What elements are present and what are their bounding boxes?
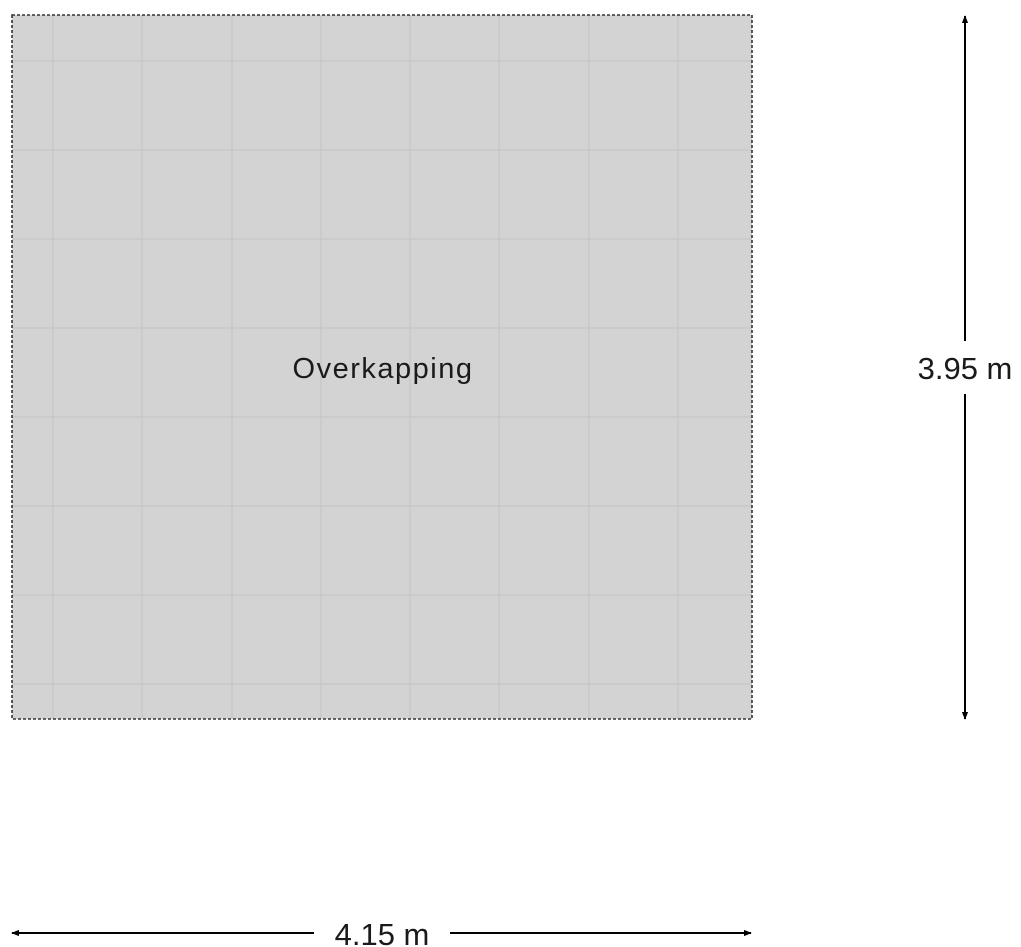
room-overkapping: Overkapping bbox=[11, 14, 753, 720]
width-dimension: 4.15 m bbox=[11, 917, 752, 947]
tile-grid bbox=[12, 15, 752, 719]
room-label: Overkapping bbox=[293, 353, 474, 385]
width-dimension-label: 4.15 m bbox=[335, 917, 430, 947]
height-dimension-label: 3.95 m bbox=[918, 351, 1013, 386]
room-fill bbox=[12, 15, 752, 719]
height-dimension: 3.95 m bbox=[918, 15, 1013, 720]
room-border bbox=[11, 14, 753, 720]
